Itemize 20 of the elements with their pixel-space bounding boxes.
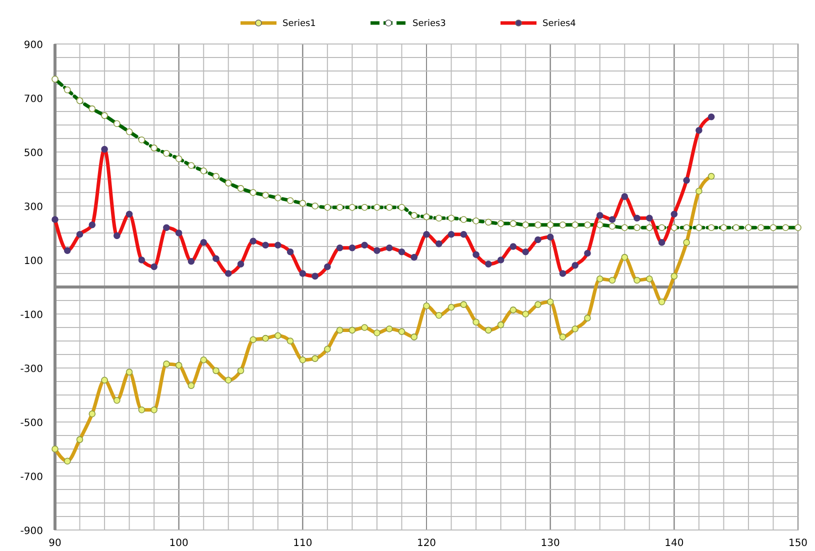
x-tick-label: 120 [416, 538, 436, 549]
y-tick-label: -300 [20, 364, 43, 375]
x-tick-label: 150 [788, 538, 808, 549]
x-tick-label: 140 [664, 538, 684, 549]
legend-label: Series1 [282, 19, 316, 29]
y-tick-label: 900 [24, 40, 43, 51]
y-tick-label: 700 [24, 94, 43, 105]
legend-label: Series4 [542, 19, 576, 29]
x-tick-label: 110 [293, 538, 312, 549]
x-tick-label: 100 [169, 538, 188, 549]
x-tick-label: 90 [48, 538, 62, 549]
y-tick-label: 100 [24, 256, 43, 267]
y-tick-label: 500 [24, 148, 43, 159]
y-tick-label: 300 [24, 202, 43, 213]
y-tick-label: -100 [20, 310, 43, 321]
y-tick-label: -500 [20, 418, 43, 429]
y-tick-label: -700 [20, 472, 43, 483]
x-tick-label: 130 [540, 538, 560, 549]
legend-label: Series3 [412, 19, 446, 29]
y-tick-label: -900 [20, 526, 43, 537]
